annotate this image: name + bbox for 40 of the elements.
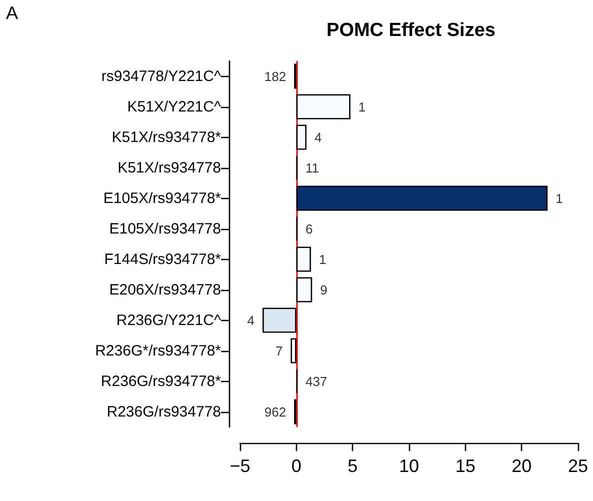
annotation: 437 [305, 374, 328, 389]
text: A [6, 3, 18, 23]
x-tick-label: 5 [348, 456, 358, 476]
y-tick-label: F144S/rs934778* [104, 250, 222, 268]
annotation: 1 [358, 99, 366, 114]
y-tick-label: E206X/rs934778 [109, 281, 221, 298]
bar [296, 246, 311, 272]
y-tick-label: K51X/Y221C^ [127, 98, 221, 116]
y-tick-label: K51X/rs934778* [112, 128, 222, 146]
bar [296, 277, 312, 302]
annotation: 6 [305, 221, 313, 236]
bar [296, 124, 306, 150]
y-tick-label: E105X/rs934778 [109, 220, 221, 238]
annotation: 182 [264, 68, 286, 84]
y-tick-label: R236G*/rs934778* [95, 342, 222, 360]
y-tick-label: R236G/rs934778* [100, 372, 222, 390]
x-tick-label: 25 [568, 456, 588, 476]
x-tick-label: 0 [291, 456, 302, 476]
x-tick-label: −5 [230, 456, 250, 476]
annotation: 11 [305, 160, 319, 176]
chart-title: POMC Effect Sizes [326, 20, 496, 41]
bar [296, 94, 350, 120]
y-tick-label: rs934778/Y221C^ [101, 68, 221, 85]
bar [262, 308, 296, 333]
annotation: 1 [556, 190, 563, 206]
bar [296, 186, 548, 211]
annotation: 4 [247, 312, 255, 328]
y-tick-label: R236G/Y221C^ [116, 312, 221, 329]
x-tick-label: 20 [512, 456, 532, 476]
x-tick-label: 10 [398, 456, 420, 476]
bar [290, 338, 296, 364]
annotation: 4 [314, 130, 322, 145]
y-tick-label: E105X/rs934778* [103, 190, 222, 207]
y-tick-label: R236G/rs934778 [106, 403, 221, 420]
annotation: 962 [264, 404, 286, 420]
annotation: 9 [320, 282, 328, 298]
y-tick-label: K51X/rs934778 [118, 159, 221, 176]
x-tick-label: 15 [455, 456, 476, 476]
annotation: 7 [275, 343, 283, 358]
annotation: 1 [318, 252, 326, 267]
